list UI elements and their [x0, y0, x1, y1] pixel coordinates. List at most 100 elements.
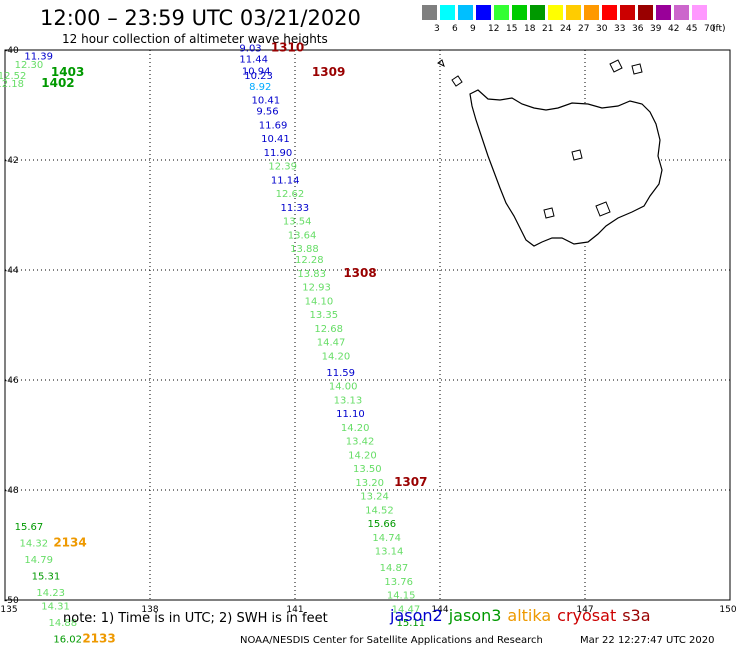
pass-label: 1307 [394, 475, 427, 489]
lat-tick-label: -46 [4, 376, 19, 386]
satellite-legend: jason2 jason3 altika cryosat s3a [390, 606, 657, 625]
scale-label: 42 [668, 24, 680, 34]
wave-height-value: 12.68 [314, 324, 343, 335]
wave-height-value: 11.14 [271, 175, 300, 186]
wave-height-value: 14.20 [341, 423, 370, 434]
scale-label: 33 [614, 24, 626, 34]
scale-label: 12 [488, 24, 500, 34]
scale-swatch [548, 5, 563, 20]
wave-height-value: 15.11 [397, 618, 426, 629]
wave-height-value: 12.28 [295, 255, 324, 266]
wave-height-value: 11.44 [239, 54, 268, 65]
wave-height-value: 14.88 [49, 618, 78, 629]
wave-height-value: 11.10 [336, 409, 365, 420]
wave-height-value: 13.13 [334, 395, 363, 406]
scale-label: 18 [524, 24, 536, 34]
wave-height-value: 14.47 [317, 338, 346, 349]
wave-height-value: 11.39 [24, 52, 53, 63]
wave-height-value: 13.64 [288, 230, 317, 241]
scale-swatch [440, 5, 455, 20]
legend-cryosat: cryosat [557, 606, 617, 625]
lat-tick-label: -40 [4, 46, 19, 56]
scale-label: 45 [686, 24, 698, 34]
wave-height-value: 14.10 [305, 296, 334, 307]
scale-swatch [692, 5, 707, 20]
wave-height-value: 11.33 [281, 203, 310, 214]
wave-height-value: 9.03 [239, 43, 261, 54]
scale-swatch [584, 5, 599, 20]
lat-tick-label: -44 [4, 266, 19, 276]
wave-height-value: 10.23 [244, 71, 273, 82]
scale-label: 27 [578, 24, 590, 34]
pass-label: 1308 [343, 266, 376, 280]
wave-height-value: 13.42 [346, 437, 375, 448]
wave-height-value: 12.62 [276, 189, 305, 200]
lon-tick-label: 150 [719, 605, 736, 615]
wave-height-value: 12.18 [0, 79, 24, 90]
lon-tick-label: 144 [431, 605, 448, 615]
wave-height-value: 14.20 [322, 351, 351, 362]
scale-swatch [530, 5, 545, 20]
legend-s3a: s3a [622, 606, 651, 625]
wave-height-value: 14.23 [36, 588, 65, 599]
wave-height-value: 10.41 [261, 134, 290, 145]
credit-line: NOAA/NESDIS Center for Satellite Applica… [240, 635, 543, 646]
scale-swatch [512, 5, 527, 20]
legend-jason3: jason3 [448, 606, 502, 625]
wave-height-value: 9.56 [256, 107, 278, 118]
wave-height-value: 12.30 [15, 60, 44, 71]
scale-label: 21 [542, 24, 554, 34]
lat-tick-label: -50 [4, 596, 19, 606]
scale-swatch [566, 5, 581, 20]
lon-tick-label: 141 [286, 605, 303, 615]
scale-swatch [674, 5, 689, 20]
wave-height-value: 14.52 [365, 505, 394, 516]
scale-swatch [494, 5, 509, 20]
scale-swatch [638, 5, 653, 20]
scale-swatch [458, 5, 473, 20]
scale-swatch [422, 5, 437, 20]
wave-height-value: 10.41 [252, 96, 281, 107]
wave-height-value: 11.69 [259, 120, 288, 131]
lon-tick-label: 147 [576, 605, 593, 615]
wave-height-value: 15.67 [15, 522, 44, 533]
scale-label: 24 [560, 24, 572, 34]
pass-label: 2133 [82, 632, 115, 646]
scale-swatch [620, 5, 635, 20]
wave-height-value: 14.87 [380, 563, 409, 574]
wave-height-value: 11.59 [326, 368, 355, 379]
wave-height-value: 14.79 [24, 555, 53, 566]
map-subtitle: 12 hour collection of altimeter wave hei… [62, 32, 328, 46]
tasmania-coastline [469, 89, 663, 247]
pass-label: 2134 [53, 535, 86, 549]
pass-label: 1309 [312, 65, 345, 79]
pass-label: 1310 [271, 40, 304, 54]
lat-tick-label: -42 [4, 156, 19, 166]
scale-label: 70 [704, 24, 716, 34]
wave-height-value: 14.20 [348, 450, 377, 461]
wave-height-value: 13.35 [310, 310, 339, 321]
wave-height-value: 13.88 [290, 244, 319, 255]
wave-height-value: 11.90 [264, 148, 293, 159]
wave-height-value: 14.00 [329, 382, 358, 393]
scale-label: 30 [596, 24, 608, 34]
map-title: 12:00 – 23:59 UTC 03/21/2020 [40, 6, 361, 30]
scale-label: (ft) [712, 24, 726, 34]
axis-ticks: 135 138 141 144 147 150 -40 -42 -44 -46 -48 -50 [0, 46, 736, 615]
pass-label: 1402 [41, 76, 74, 90]
wave-height-value: 15.31 [32, 571, 61, 582]
scale-label: 15 [506, 24, 518, 34]
wave-height-value: 14.31 [41, 602, 70, 613]
scale-label: 36 [632, 24, 644, 34]
wave-height-value: 13.24 [360, 492, 389, 503]
wave-height-value: 13.14 [375, 547, 404, 558]
wave-height-value: 13.20 [355, 478, 384, 489]
tasmania-islands [437, 59, 643, 219]
scale-label: 39 [650, 24, 662, 34]
wave-height-value: 13.54 [283, 217, 312, 228]
wave-height-value: 13.76 [384, 577, 413, 588]
legend-jason2: jason2 [390, 606, 443, 625]
color-scale: 3 6 9 12 15 18 21 24 27 30 33 36 39 42 45 70 (ft) [422, 5, 730, 35]
wave-height-value: 14.47 [392, 604, 421, 615]
scale-swatch [656, 5, 671, 20]
